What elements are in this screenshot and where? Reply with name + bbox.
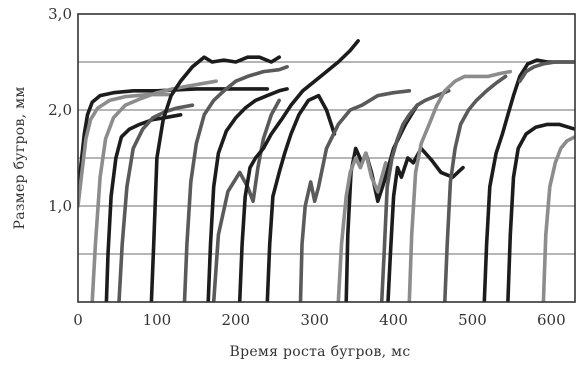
y-axis-label: Размер бугров, мм bbox=[12, 86, 28, 229]
x-axis-label: Время роста бугров, мс bbox=[230, 344, 411, 360]
y-tick-label: 1,0 bbox=[48, 197, 72, 215]
tick-labels: 0 100 200 300 400 500 600 1,0 2,0 3,0 bbox=[48, 5, 566, 329]
series-line-17 bbox=[442, 74, 508, 302]
series-line-3 bbox=[104, 113, 183, 302]
x-tick-label: 300 bbox=[300, 311, 329, 329]
series-group bbox=[78, 39, 575, 302]
gridlines bbox=[78, 61, 575, 255]
series-line-1 bbox=[78, 92, 171, 208]
x-tick-label: 600 bbox=[537, 311, 566, 329]
series-line-6 bbox=[182, 65, 289, 302]
series-line-21 bbox=[517, 60, 575, 83]
series-line-18 bbox=[482, 58, 575, 302]
series-line-13 bbox=[336, 151, 388, 302]
x-tick-label: 500 bbox=[458, 311, 487, 329]
series-line-9 bbox=[237, 39, 360, 302]
series-line-16 bbox=[407, 69, 513, 302]
series-line-15 bbox=[379, 89, 451, 302]
series-line-4 bbox=[117, 103, 195, 302]
series-line-14 bbox=[386, 146, 465, 302]
x-tick-label: 200 bbox=[221, 311, 250, 329]
series-line-7 bbox=[206, 87, 289, 302]
series-line-5 bbox=[149, 55, 282, 302]
x-tick-label: 400 bbox=[379, 311, 408, 329]
series-line-19 bbox=[506, 122, 575, 302]
y-tick-label: 3,0 bbox=[48, 5, 72, 23]
series-line-20 bbox=[541, 135, 575, 302]
x-tick-label: 0 bbox=[73, 311, 83, 329]
y-tick-label: 2,0 bbox=[48, 101, 72, 119]
plot-frame bbox=[77, 13, 576, 303]
series-line-10 bbox=[265, 93, 337, 302]
series-line-0 bbox=[78, 87, 270, 194]
x-tick-label: 100 bbox=[143, 311, 172, 329]
series-line-8 bbox=[211, 98, 282, 302]
series-line-11 bbox=[298, 89, 412, 302]
